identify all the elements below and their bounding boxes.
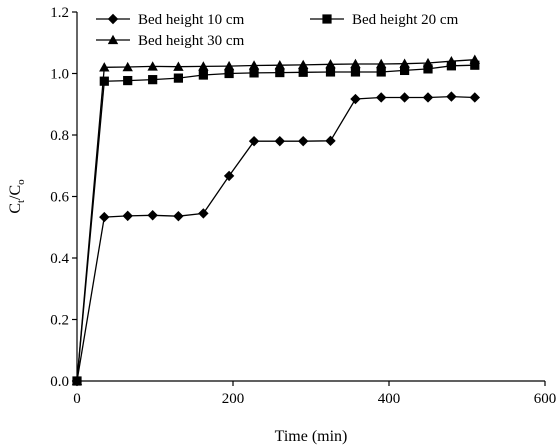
data-point-triangle — [350, 58, 361, 69]
data-point-diamond — [248, 135, 260, 147]
data-point-triangle — [248, 60, 260, 70]
series-line — [76, 59, 475, 382]
data-point-triangle — [325, 59, 336, 69]
axes: 0.0 0.2 0.4 0.6 0.8 1.0 1.2 0 200 400 600 — [50, 5, 556, 407]
y-axis-label-sep: /C — [7, 185, 24, 200]
data-point-square — [99, 76, 109, 86]
data-point-diamond — [173, 210, 184, 222]
legend-label: Bed height 10 cm — [138, 12, 245, 28]
y-axis-label-sub2: o — [15, 179, 27, 185]
data-point-diamond — [469, 92, 480, 103]
legend-item-diamond: Bed height 10 cm — [96, 12, 245, 28]
data-point-diamond — [298, 135, 309, 147]
legend-label: Bed height 20 cm — [352, 12, 459, 28]
data-point-diamond — [99, 211, 110, 223]
y-axis-label-base: C — [7, 203, 24, 214]
data-point-square — [400, 65, 410, 76]
data-point-square — [298, 67, 308, 77]
y-tick-label: 1.0 — [50, 67, 69, 83]
data-point-diamond — [376, 92, 387, 103]
data-point-square — [275, 67, 285, 78]
data-point-diamond — [274, 135, 285, 147]
legend-marker-triangle — [107, 34, 119, 45]
data-point-square — [173, 73, 183, 83]
data-point-triangle — [198, 61, 209, 71]
data-point-triangle — [376, 58, 387, 69]
data-point-triangle — [71, 375, 83, 386]
data-point-square — [325, 67, 336, 77]
series-line — [76, 64, 475, 382]
x-tick-label: 0 — [73, 391, 81, 407]
data-point-diamond — [198, 208, 209, 219]
data-point-triangle — [122, 61, 133, 72]
y-axis-label: Ct/Co — [7, 179, 27, 214]
data-point-triangle — [99, 62, 110, 72]
data-point-square — [423, 64, 433, 74]
data-point-diamond — [147, 210, 158, 221]
data-point-square — [376, 67, 386, 77]
data-point-square — [123, 75, 133, 86]
data-point-triangle — [274, 59, 285, 70]
series-diamond — [71, 91, 480, 387]
data-point-square — [350, 67, 361, 77]
data-point-square — [148, 75, 158, 85]
data-point-diamond — [350, 93, 361, 105]
y-tick-label: 0.6 — [50, 190, 69, 206]
x-axis-label: Time (min) — [275, 428, 348, 445]
data-point-square — [470, 60, 480, 70]
legend-marker-diamond — [107, 13, 119, 25]
y-axis-label-sub1: t — [15, 200, 27, 203]
data-point-square — [198, 70, 208, 80]
data-point-diamond — [422, 92, 434, 103]
y-tick-label: 0.4 — [50, 251, 69, 267]
data-point-square — [249, 68, 259, 78]
data-point-triangle — [446, 56, 457, 66]
data-point-diamond — [325, 135, 336, 147]
data-point-triangle — [298, 59, 309, 70]
y-tick-label: 0.0 — [50, 374, 69, 390]
x-tick-label: 600 — [534, 391, 557, 407]
y-tick-label: 1.2 — [50, 5, 69, 21]
series-line — [76, 95, 475, 382]
x-tick-label: 200 — [222, 391, 245, 407]
data-point-triangle — [469, 54, 480, 64]
data-point-square — [446, 61, 456, 71]
data-point-square — [224, 68, 234, 79]
data-point-diamond — [223, 170, 235, 182]
legend: Bed height 10 cm Bed height 20 cm Bed heig… — [96, 12, 459, 49]
data-point-triangle — [173, 61, 184, 71]
series-layer — [71, 54, 480, 387]
data-point-triangle — [147, 61, 158, 71]
data-point-triangle — [223, 60, 235, 71]
data-point-triangle — [422, 57, 434, 68]
legend-label: Bed height 30 cm — [138, 33, 245, 49]
y-tick-label: 0.2 — [50, 313, 69, 329]
series-triangle — [71, 54, 480, 386]
series-square — [72, 60, 480, 386]
data-point-diamond — [399, 92, 410, 103]
legend-marker-square — [322, 14, 332, 24]
data-point-diamond — [122, 210, 133, 222]
x-tick-label: 400 — [378, 391, 401, 407]
data-point-triangle — [399, 58, 410, 68]
legend-item-triangle: Bed height 30 cm — [96, 33, 245, 49]
y-tick-label: 0.8 — [50, 128, 69, 144]
data-point-diamond — [446, 91, 457, 102]
legend-item-square: Bed height 20 cm — [310, 12, 459, 28]
